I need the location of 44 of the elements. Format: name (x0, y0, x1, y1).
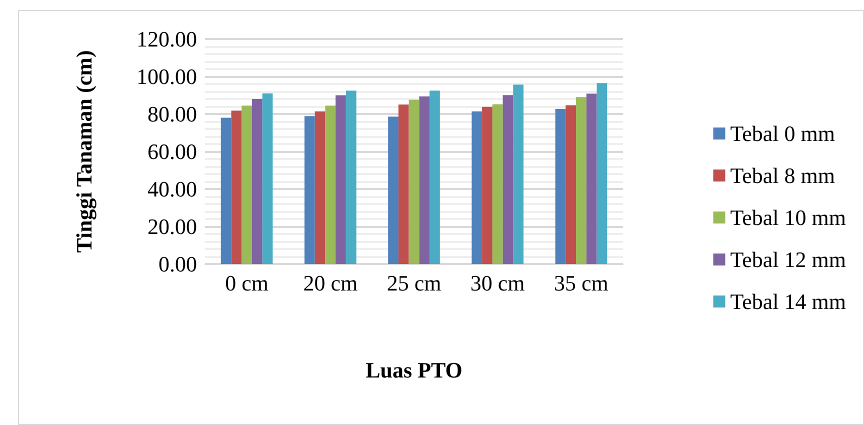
bar (398, 104, 409, 264)
x-tick-label: 25 cm (386, 270, 442, 296)
legend-label: Tebal 0 mm (730, 121, 836, 146)
bar (408, 100, 420, 264)
y-tick-label: 20.00 (148, 214, 197, 239)
bar (576, 97, 586, 264)
y-axis-title: Tinggi Tanaman (cm) (72, 50, 96, 253)
y-tick-label: 60.00 (148, 139, 197, 164)
bar (304, 116, 315, 264)
bar (586, 94, 597, 264)
y-tick-label: 80.00 (148, 102, 197, 126)
bar (566, 105, 576, 264)
bar (262, 93, 273, 264)
x-tick-label: 35 cm (554, 270, 608, 296)
bar (231, 110, 242, 264)
bar (482, 106, 492, 264)
y-tick-label: 40.00 (148, 176, 197, 202)
y-tick-label: 120.00 (136, 26, 197, 52)
bar (346, 90, 356, 264)
bar (430, 90, 440, 264)
bar (596, 83, 608, 264)
legend-label: Tebal 14 mm (730, 289, 846, 314)
bar (492, 104, 503, 264)
bar (472, 111, 482, 264)
legend-label: Tebal 10 mm (730, 205, 846, 230)
bar (502, 95, 514, 264)
legend-label: Tebal 8 mm (730, 163, 836, 188)
bar (513, 84, 524, 264)
bar (388, 116, 398, 264)
bar (325, 106, 336, 264)
bar (336, 95, 346, 264)
legend-label: Tebal 12 mm (730, 247, 846, 272)
bar (419, 96, 430, 264)
bar (314, 111, 326, 264)
x-tick-label: 20 cm (303, 270, 358, 296)
x-tick-label: 0 cm (225, 270, 268, 296)
y-tick-label: 100.00 (136, 64, 197, 89)
x-axis-title: Luas PTO (366, 358, 462, 382)
bar (220, 118, 232, 264)
y-tick-label: 0.00 (158, 252, 197, 276)
x-tick-label: 30 cm (470, 270, 525, 296)
bar (555, 108, 566, 264)
bar (242, 106, 252, 264)
bar (252, 99, 262, 264)
